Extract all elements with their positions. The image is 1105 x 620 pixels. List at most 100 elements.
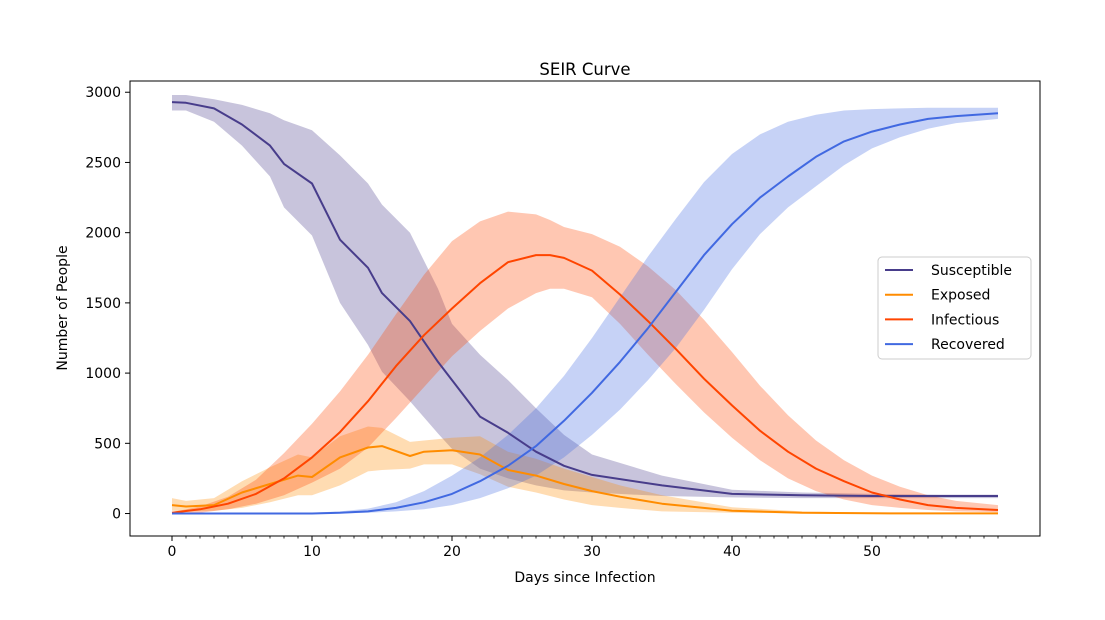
infectious-point xyxy=(549,254,551,256)
susceptible-point xyxy=(507,432,509,434)
recovered-point xyxy=(703,254,705,256)
infectious-point xyxy=(997,509,999,511)
infectious-point xyxy=(507,261,509,263)
infectious-point xyxy=(759,430,761,432)
susceptible-point xyxy=(437,361,439,363)
susceptible-line xyxy=(171,101,998,497)
susceptible-point xyxy=(941,495,943,497)
infectious-point xyxy=(591,270,593,272)
recovered-line xyxy=(172,112,999,515)
infectious-point xyxy=(451,308,453,310)
x-axis-title: Days since Infection xyxy=(514,570,655,586)
y-tick-label: 1500 xyxy=(85,296,121,312)
susceptible-point xyxy=(591,474,593,476)
infectious-point xyxy=(815,468,817,470)
exposed-point xyxy=(339,456,341,458)
exposed-point xyxy=(535,475,537,477)
recovered-point xyxy=(997,112,999,114)
susceptible-point xyxy=(871,495,873,497)
exposed-point xyxy=(661,503,663,505)
exposed-point xyxy=(591,490,593,492)
plot-frame xyxy=(129,80,1041,537)
exposed-point xyxy=(997,512,999,514)
x-tick-label: 50 xyxy=(863,544,881,560)
recovered-point xyxy=(171,513,173,515)
susceptible-point xyxy=(563,465,565,467)
exposed-point xyxy=(381,445,383,447)
recovered-point xyxy=(927,118,929,120)
susceptible-point xyxy=(451,379,453,381)
recovered-point xyxy=(507,465,509,467)
recovered-point xyxy=(367,510,369,512)
recovered-point xyxy=(759,197,761,199)
susceptible-point xyxy=(339,239,341,241)
recovered-point xyxy=(451,493,453,495)
recovered-point xyxy=(241,513,243,515)
exposed-band xyxy=(172,426,998,514)
y-tick-label: 1000 xyxy=(85,366,121,382)
infectious-point xyxy=(255,493,257,495)
recovered-point xyxy=(955,115,957,117)
legend-label-exposed: Exposed xyxy=(931,288,990,304)
infectious-band xyxy=(172,211,998,514)
susceptible-point xyxy=(479,416,481,418)
exposed-line xyxy=(171,445,998,515)
x-tick-label: 40 xyxy=(723,544,741,560)
infectious-point xyxy=(927,504,929,506)
susceptible-point xyxy=(381,292,383,294)
recovered-band xyxy=(172,107,998,514)
series-lines xyxy=(171,101,999,515)
confidence-bands xyxy=(172,95,998,514)
recovered-point xyxy=(395,507,397,509)
exposed-point xyxy=(423,451,425,453)
recovered-point xyxy=(647,327,649,329)
susceptible-point xyxy=(213,107,215,109)
legend-label-infectious: Infectious xyxy=(931,312,999,328)
y-tick-label: 0 xyxy=(112,507,121,523)
susceptible-point xyxy=(997,495,999,497)
exposed-point xyxy=(941,512,943,514)
susceptible-point xyxy=(731,493,733,495)
infectious-point xyxy=(367,400,369,402)
recovered-point xyxy=(591,392,593,394)
legend-label-susceptible: Susceptible xyxy=(931,263,1012,279)
infectious-point xyxy=(619,294,621,296)
exposed-point xyxy=(241,492,243,494)
x-axis: 0 10 20 30 40 50 xyxy=(168,536,999,560)
exposed-point xyxy=(871,512,873,514)
recovered-point xyxy=(563,420,565,422)
infectious-point xyxy=(339,431,341,433)
recovered-point xyxy=(535,445,537,447)
exposed-point xyxy=(479,454,481,456)
y-axis-title: Number of People xyxy=(55,245,71,370)
infectious-point xyxy=(787,451,789,453)
y-axis: 0 500 1000 1500 2000 2500 3000 xyxy=(85,85,130,523)
infectious-point xyxy=(535,254,537,256)
recovered-point xyxy=(675,291,677,293)
susceptible-point xyxy=(409,320,411,322)
recovered-point xyxy=(311,513,313,515)
x-tick-label: 30 xyxy=(583,544,601,560)
infectious-line xyxy=(171,254,999,514)
recovered-point xyxy=(619,361,621,363)
exposed-point xyxy=(409,455,411,457)
recovered-point xyxy=(871,131,873,133)
infectious-point xyxy=(311,456,313,458)
recovered-point xyxy=(787,176,789,178)
infectious-point xyxy=(647,320,649,322)
legend: Susceptible Exposed Infectious Recovered xyxy=(877,256,1032,360)
susceptible-point xyxy=(311,183,313,185)
recovered-point xyxy=(815,156,817,158)
recovered-point xyxy=(899,124,901,126)
infectious-point xyxy=(731,404,733,406)
y-tick-label: 3000 xyxy=(85,85,121,101)
infectious-point xyxy=(955,507,957,509)
exposed-point xyxy=(185,506,187,508)
legend-label-recovered: Recovered xyxy=(931,337,1005,353)
exposed-point xyxy=(297,475,299,477)
x-tick-label: 20 xyxy=(443,544,461,560)
chart-title: SEIR Curve xyxy=(539,60,630,79)
susceptible-point xyxy=(367,267,369,269)
exposed-point xyxy=(451,449,453,451)
